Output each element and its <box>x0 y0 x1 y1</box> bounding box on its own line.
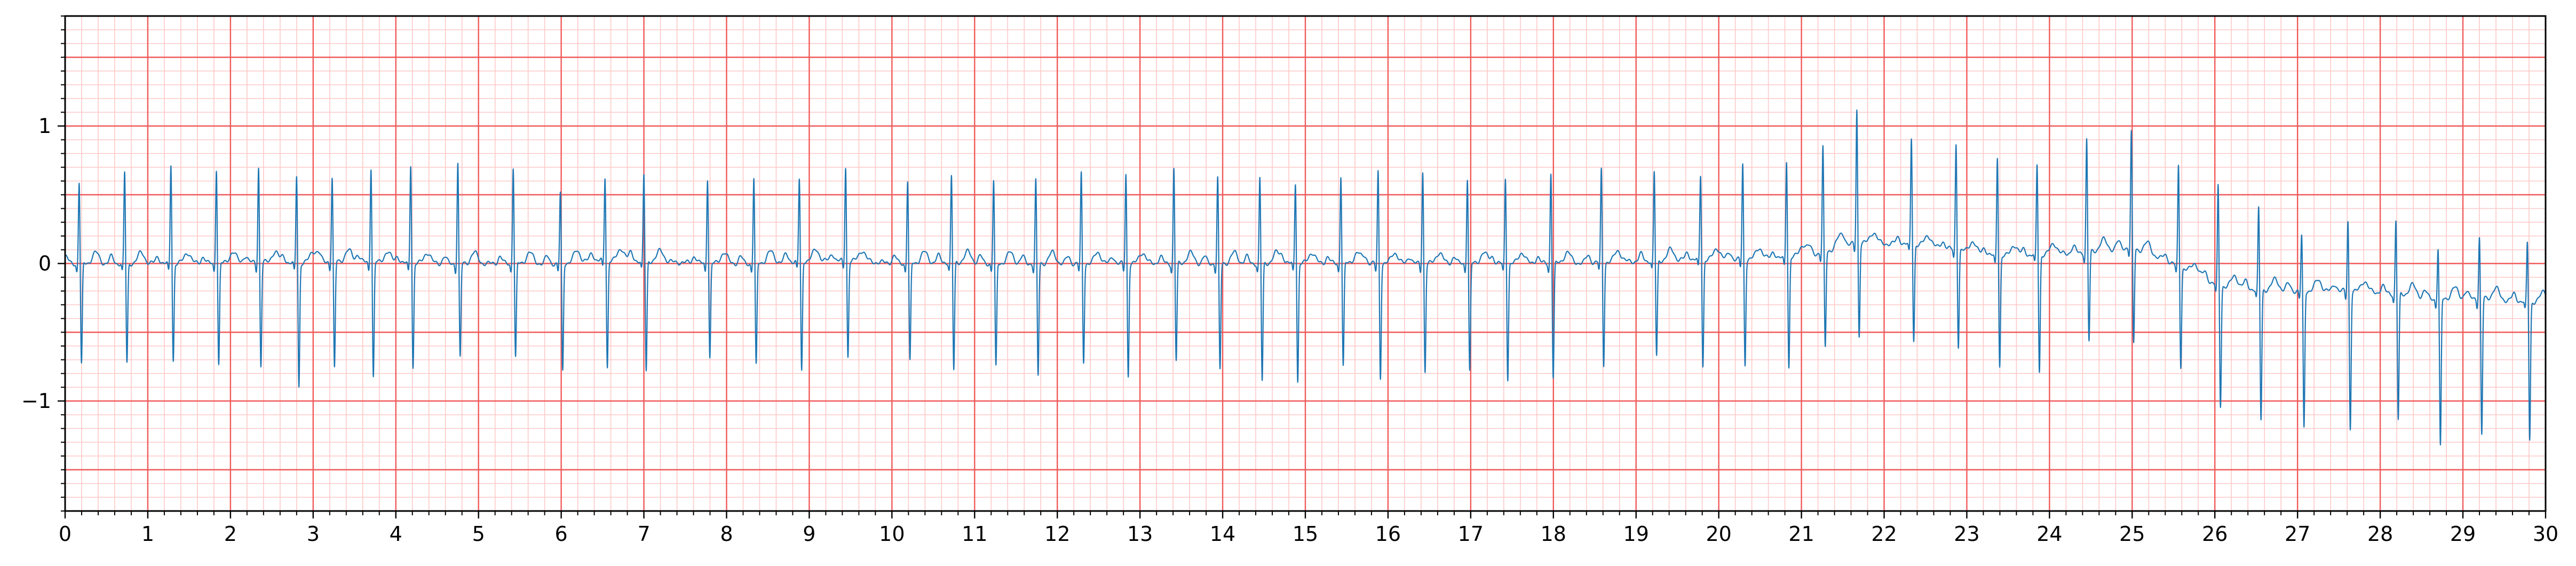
x-tick-label: 4 <box>390 522 402 546</box>
ecg-trace <box>65 109 2547 446</box>
x-tick-label: 26 <box>2202 522 2228 546</box>
y-tick-label: 0 <box>38 252 51 276</box>
y-axis-ticks: 1 0 −1 <box>21 15 65 512</box>
x-tick-label: 27 <box>2285 522 2310 546</box>
x-tick-label: 29 <box>2450 522 2476 546</box>
x-tick-label: 30 <box>2533 522 2558 546</box>
ecg-series-line <box>65 109 2547 446</box>
x-axis-ticks: 0 1 2 3 4 5 6 7 8 9 10 11 12 13 14 15 16 17 18 19 20 21 22 23 24… <box>59 511 2558 546</box>
x-tick-label: 7 <box>637 522 650 546</box>
x-tick-label: 21 <box>1788 522 1814 546</box>
x-tick-label: 20 <box>1706 522 1731 546</box>
x-tick-label: 2 <box>224 522 237 546</box>
x-tick-label: 13 <box>1127 522 1153 546</box>
x-tick-label: 25 <box>2119 522 2145 546</box>
x-tick-label: 19 <box>1623 522 1649 546</box>
y-tick-label: 1 <box>38 114 51 138</box>
x-tick-label: 11 <box>962 522 987 546</box>
x-tick-label: 23 <box>1954 522 1979 546</box>
x-tick-label: 14 <box>1210 522 1235 546</box>
x-tick-label: 10 <box>879 522 905 546</box>
x-tick-label: 28 <box>2367 522 2393 546</box>
y-tick-label: −1 <box>21 389 51 413</box>
x-tick-label: 12 <box>1044 522 1070 546</box>
x-tick-label: 16 <box>1375 522 1401 546</box>
x-tick-label: 17 <box>1458 522 1484 546</box>
x-tick-label: 24 <box>2036 522 2062 546</box>
x-tick-label: 0 <box>59 522 72 546</box>
x-tick-label: 9 <box>803 522 815 546</box>
x-tick-label: 22 <box>1871 522 1897 546</box>
x-tick-label: 1 <box>141 522 154 546</box>
x-tick-label: 15 <box>1293 522 1318 546</box>
x-tick-label: 6 <box>555 522 568 546</box>
x-tick-label: 18 <box>1541 522 1566 546</box>
x-tick-label: 3 <box>307 522 320 546</box>
x-tick-label: 5 <box>472 522 485 546</box>
x-tick-label: 8 <box>720 522 733 546</box>
